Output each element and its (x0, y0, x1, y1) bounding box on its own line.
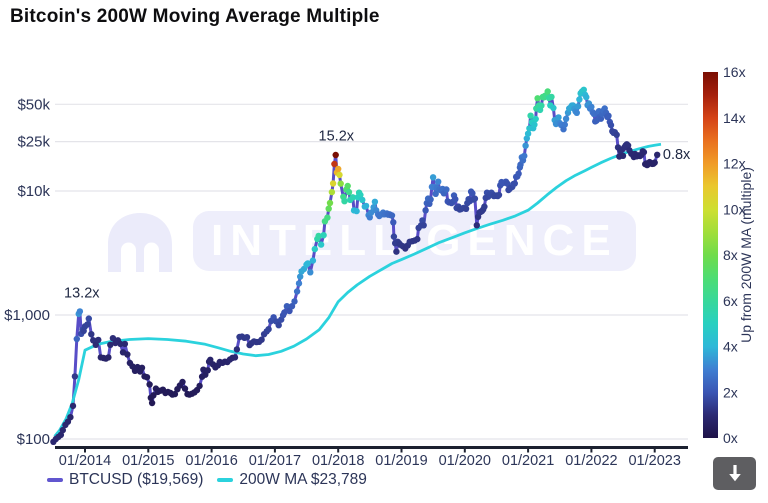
svg-text:14x: 14x (723, 110, 746, 126)
svg-text:$50k: $50k (17, 96, 50, 113)
page-title: Bitcoin's 200W Moving Average Multiple (10, 6, 380, 27)
svg-text:01/2022: 01/2022 (565, 453, 617, 469)
legend-item-200wma: 200W MA $23,789 (217, 471, 367, 489)
kraken-logo-icon (108, 213, 172, 272)
svg-text:0.8x: 0.8x (663, 147, 691, 163)
svg-text:$25k: $25k (17, 134, 50, 151)
legend-label-200wma: 200W MA $23,789 (239, 471, 367, 488)
download-icon (728, 464, 741, 481)
svg-text:01/2023: 01/2023 (628, 453, 680, 469)
svg-text:01/2016: 01/2016 (185, 453, 237, 469)
svg-text:2x: 2x (723, 384, 738, 400)
svg-text:$100: $100 (17, 431, 50, 448)
svg-text:01/2021: 01/2021 (502, 453, 554, 469)
svg-text:01/2018: 01/2018 (312, 453, 364, 469)
svg-text:12x: 12x (723, 156, 746, 172)
download-button[interactable] (713, 457, 756, 490)
svg-text:01/2020: 01/2020 (439, 453, 491, 469)
svg-text:01/2015: 01/2015 (122, 453, 174, 469)
svg-text:16x: 16x (723, 64, 746, 80)
legend-label-btcusd: BTCUSD ($19,569) (69, 471, 204, 488)
btcusd-line-swatch (47, 478, 63, 482)
svg-text:0x: 0x (723, 430, 738, 446)
chart-legend: BTCUSD ($19,569) 200W MA $23,789 (47, 471, 367, 489)
svg-text:$1,000: $1,000 (4, 307, 50, 324)
svg-text:13.2x: 13.2x (64, 286, 100, 302)
svg-text:01/2014: 01/2014 (59, 453, 111, 469)
svg-text:4x: 4x (723, 339, 738, 355)
svg-text:01/2017: 01/2017 (249, 453, 301, 469)
svg-text:8x: 8x (723, 247, 738, 263)
svg-text:15.2x: 15.2x (319, 129, 355, 145)
ma-line-swatch (217, 478, 234, 482)
svg-text:10x: 10x (723, 201, 746, 217)
legend-item-btcusd: BTCUSD ($19,569) (47, 471, 203, 489)
svg-text:$10k: $10k (17, 183, 50, 200)
svg-text:6x: 6x (723, 293, 738, 309)
svg-text:01/2019: 01/2019 (375, 453, 427, 469)
svg-text:Up from 200W MA (multiple): Up from 200W MA (multiple) (738, 167, 754, 343)
